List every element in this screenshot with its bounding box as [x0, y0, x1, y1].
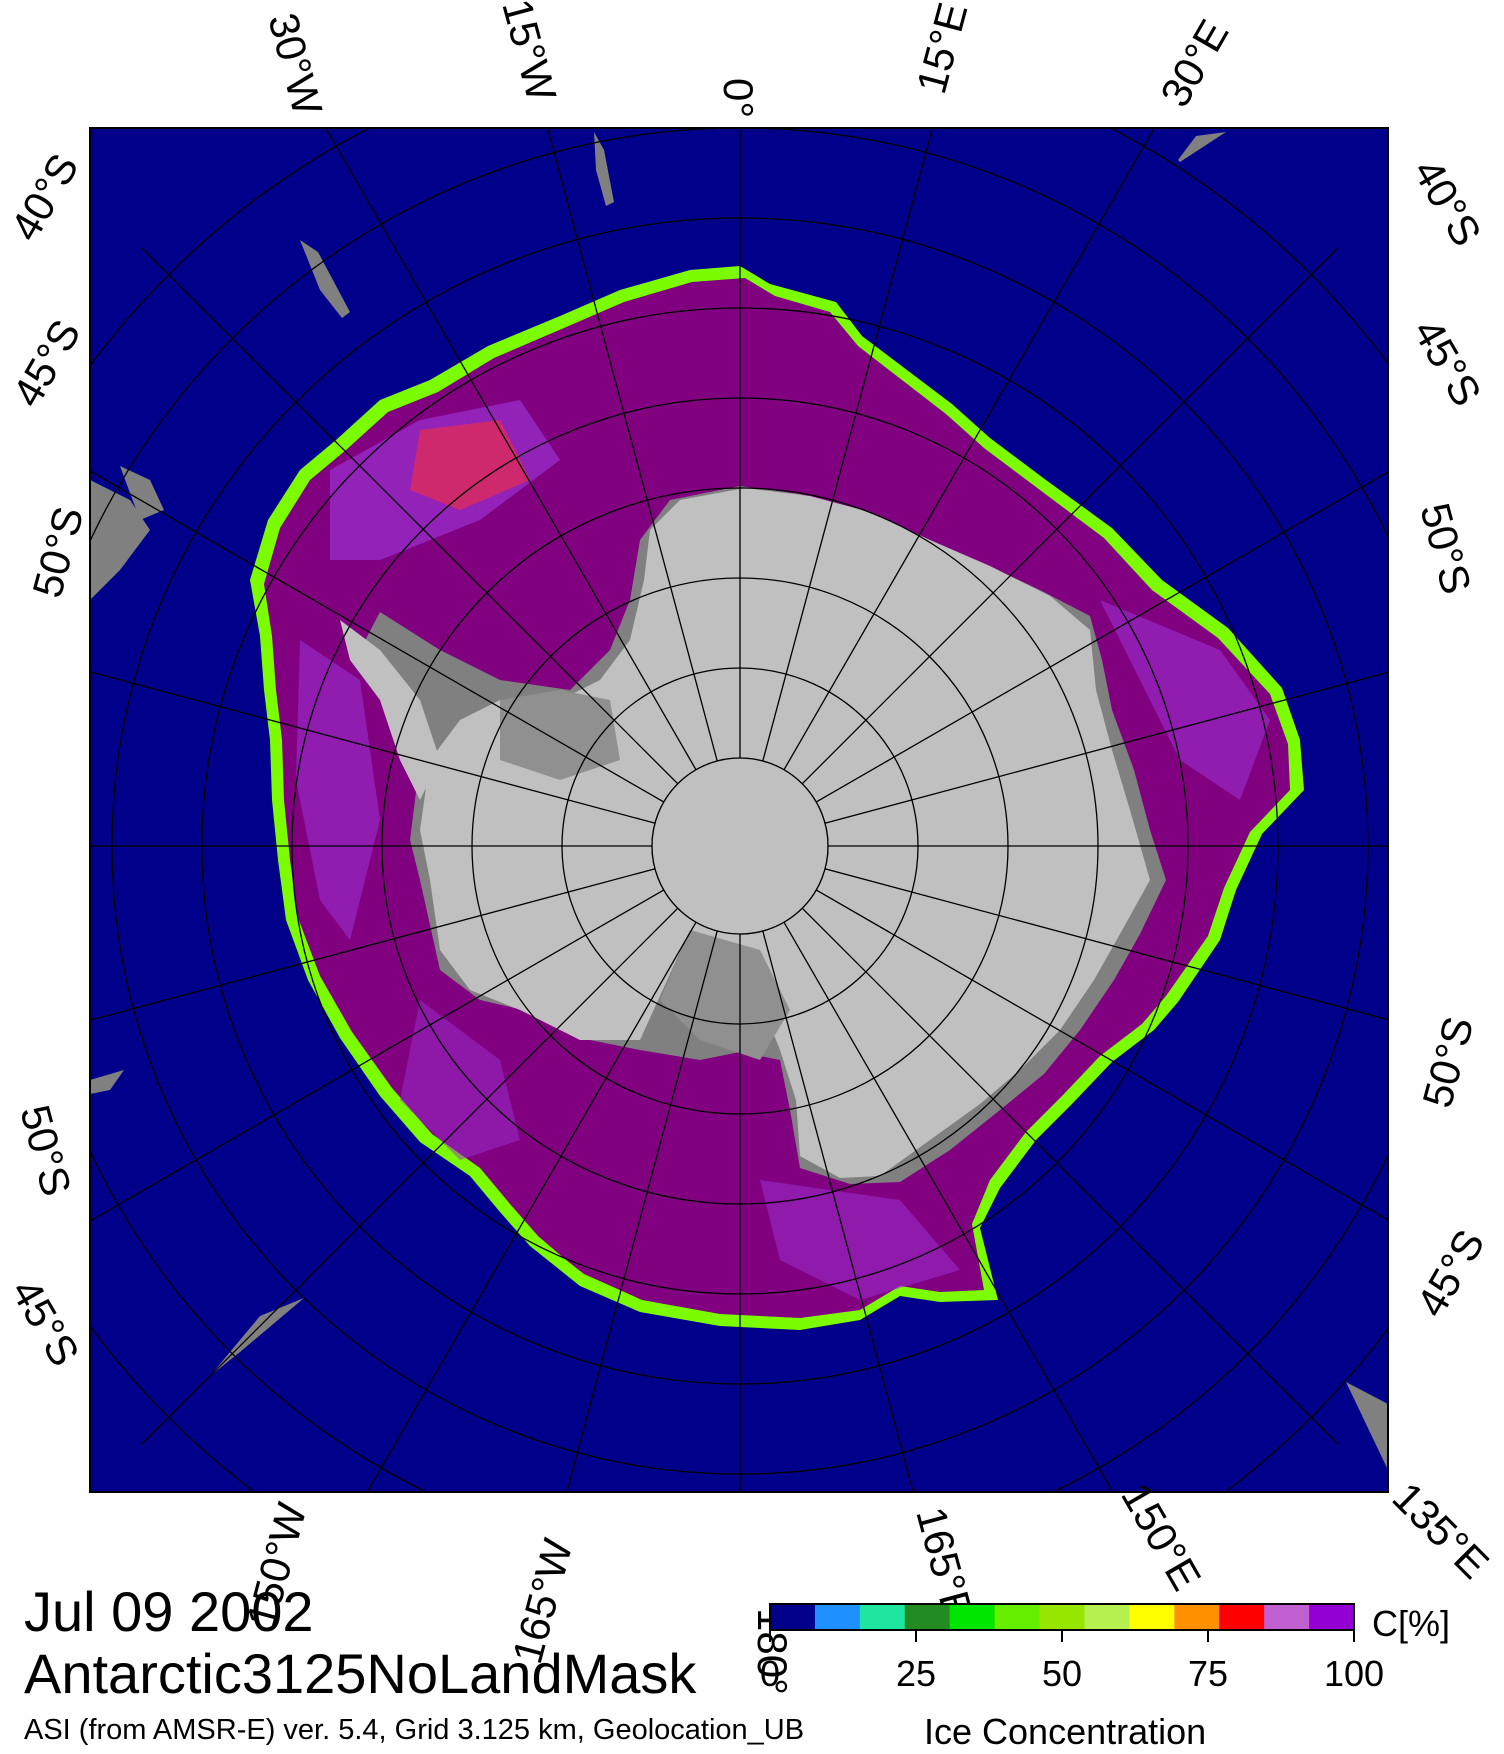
lon-label-top: 15°E [907, 0, 976, 98]
sea-ice-violet-patch [760, 1180, 960, 1300]
colorbar-tick-label: 100 [1323, 1653, 1385, 1694]
date-label: Jul 09 2002 [24, 1580, 314, 1643]
colorbar-segment [1174, 1604, 1220, 1630]
lon-label-bottom: 150°E [1112, 1475, 1210, 1598]
map-frame [89, 127, 1389, 1493]
colorbar-segment [770, 1604, 816, 1630]
colorbar-segment [949, 1604, 996, 1630]
lat-label-left: 45°S [3, 312, 89, 415]
colorbar-tick-label: 0 [759, 1653, 781, 1694]
lat-label-left: 45°S [2, 1271, 88, 1374]
colorbar [769, 1603, 1355, 1631]
lon-label-top: 15°W [493, 0, 565, 106]
island [90, 1070, 124, 1094]
colorbar-segment [1084, 1604, 1130, 1630]
colorbar-segment [1039, 1604, 1085, 1630]
colorbar-segment [1264, 1604, 1310, 1630]
lat-label-left: 40°S [1, 146, 87, 249]
antarctica-peninsula-grey [500, 690, 620, 780]
australia-tip [1346, 1382, 1388, 1470]
island [594, 132, 614, 206]
lat-label-right: 45°S [1407, 1222, 1493, 1325]
colorbar-tick-label: 75 [1187, 1653, 1229, 1694]
lon-label-top: 30°W [259, 8, 331, 120]
lon-label-top: 0° [715, 78, 762, 118]
antarctica-ross-ice-grey [660, 930, 790, 1060]
colorbar-segment [994, 1604, 1041, 1630]
colorbar-segment [1219, 1604, 1265, 1630]
lat-label-left: 50°S [23, 502, 92, 603]
lat-label-right: 40°S [1404, 151, 1490, 254]
sea-ice-red-patch [410, 420, 530, 510]
colorbar-segment [1309, 1604, 1355, 1630]
colorbar-ticks [769, 1630, 1355, 1642]
lon-label-bottom: 135°E [1384, 1473, 1498, 1587]
island [1178, 132, 1226, 162]
colorbar-tick-label: 50 [1041, 1653, 1083, 1694]
colorbar-segment [1129, 1604, 1175, 1630]
pole-hole [651, 757, 829, 935]
product-info: ASI (from AMSR-E) ver. 5.4, Grid 3.125 k… [24, 1714, 805, 1746]
product-label: Antarctic3125NoLandMask [24, 1642, 697, 1705]
island [210, 1298, 304, 1376]
lat-label-right: 50°S [1411, 498, 1480, 599]
colorbar-title: Ice Concentration [924, 1711, 1207, 1752]
island [300, 240, 350, 318]
colorbar-segment [904, 1604, 951, 1630]
colorbar-tick-label: 25 [895, 1653, 937, 1694]
lat-label-right: 45°S [1404, 311, 1490, 414]
lat-label-left: 50°S [11, 1100, 80, 1201]
sea-ice-violet-patch [296, 640, 380, 940]
antarctic-peninsula [340, 620, 440, 800]
colorbar-segment [859, 1604, 906, 1630]
lon-label-top: 30°E [1151, 12, 1237, 115]
colorbar-unit: C[%] [1372, 1603, 1451, 1644]
colorbar-segment [814, 1604, 861, 1630]
south-america-tip [120, 466, 164, 520]
sea-ice-violet-patch [400, 1000, 520, 1160]
lat-label-right: 50°S [1413, 1012, 1482, 1113]
